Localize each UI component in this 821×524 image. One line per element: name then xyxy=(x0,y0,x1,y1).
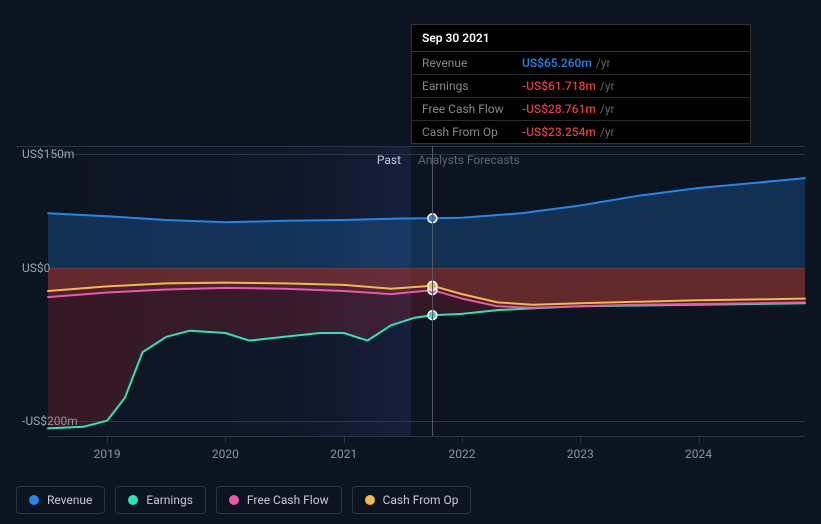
x-axis-label: 2022 xyxy=(448,447,475,461)
tooltip-row: Cash From Op-US$23.254m/yr xyxy=(412,121,750,143)
legend-swatch-icon xyxy=(29,495,39,505)
tooltip-metric-label: Revenue xyxy=(422,56,522,70)
legend-item-cfo[interactable]: Cash From Op xyxy=(352,486,472,514)
tooltip-metric-value: -US$28.761m xyxy=(522,102,596,116)
tooltip-metric-unit: /yr xyxy=(600,125,615,139)
tooltip-row: RevenueUS$65.260m/yr xyxy=(412,52,750,75)
x-tick xyxy=(462,437,463,443)
legend-label: Free Cash Flow xyxy=(247,493,329,507)
financials-chart: Past Analysts Forecasts US$150mUS$0-US$2… xyxy=(16,120,805,460)
cursor-line xyxy=(432,146,433,436)
legend-swatch-icon xyxy=(229,495,239,505)
legend-item-earnings[interactable]: Earnings xyxy=(115,486,206,514)
legend-swatch-icon xyxy=(128,495,138,505)
x-tick xyxy=(699,437,700,443)
x-axis-label: 2023 xyxy=(567,447,594,461)
x-tick xyxy=(580,437,581,443)
tooltip-metric-value: -US$23.254m xyxy=(522,125,596,139)
legend-label: Cash From Op xyxy=(383,493,459,507)
chart-tooltip: Sep 30 2021 RevenueUS$65.260m/yrEarnings… xyxy=(411,24,751,144)
legend-item-revenue[interactable]: Revenue xyxy=(16,486,105,514)
tooltip-metric-value: -US$61.718m xyxy=(522,79,596,93)
tooltip-metric-unit: /yr xyxy=(596,56,611,70)
x-tick xyxy=(107,437,108,443)
legend-swatch-icon xyxy=(365,495,375,505)
x-axis-label: 2024 xyxy=(685,447,712,461)
tooltip-date: Sep 30 2021 xyxy=(412,25,750,52)
tooltip-row: Earnings-US$61.718m/yr xyxy=(412,75,750,98)
legend-label: Earnings xyxy=(146,493,193,507)
x-axis: 2019 2020 2021 2022 2023 2024 xyxy=(48,436,805,460)
tooltip-row: Free Cash Flow-US$28.761m/yr xyxy=(412,98,750,121)
tooltip-metric-unit: /yr xyxy=(600,102,615,116)
tooltip-metric-label: Cash From Op xyxy=(422,125,522,139)
tooltip-metric-unit: /yr xyxy=(600,79,615,93)
x-tick xyxy=(344,437,345,443)
y-axis-label: US$0 xyxy=(22,261,50,275)
tooltip-metric-label: Free Cash Flow xyxy=(422,102,522,116)
tooltip-metric-label: Earnings xyxy=(422,79,522,93)
x-tick xyxy=(225,437,226,443)
tooltip-metric-value: US$65.260m xyxy=(522,56,592,70)
legend-item-fcf[interactable]: Free Cash Flow xyxy=(216,486,342,514)
series-fill-revenue xyxy=(48,178,805,268)
x-axis-label: 2020 xyxy=(212,447,239,461)
x-axis-label: 2021 xyxy=(330,447,357,461)
legend: Revenue Earnings Free Cash Flow Cash From O… xyxy=(16,486,471,514)
chart-plot-area[interactable] xyxy=(48,120,805,436)
legend-label: Revenue xyxy=(47,493,92,507)
x-axis-label: 2019 xyxy=(94,447,121,461)
